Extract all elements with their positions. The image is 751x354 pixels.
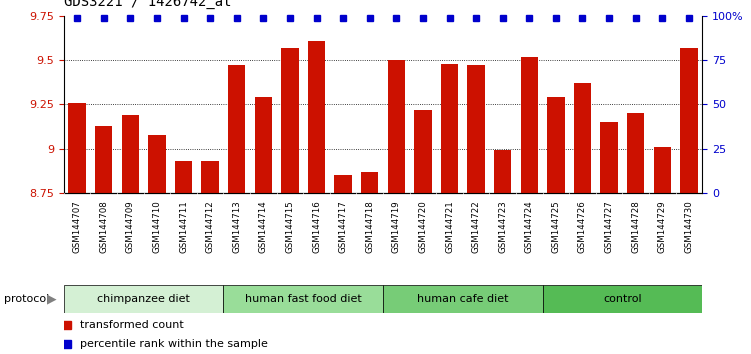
Bar	[361, 172, 379, 193]
Bar	[467, 65, 484, 193]
Bar	[122, 115, 139, 193]
Bar	[441, 64, 458, 193]
Bar	[255, 97, 272, 193]
Text: GSM144708: GSM144708	[99, 200, 108, 253]
Text: GSM144719: GSM144719	[392, 200, 401, 253]
Text: GSM144729: GSM144729	[658, 200, 667, 253]
Bar	[148, 135, 165, 193]
Text: GDS3221 / 1426742_at: GDS3221 / 1426742_at	[64, 0, 231, 9]
Text: GSM144718: GSM144718	[365, 200, 374, 253]
Bar	[228, 65, 246, 193]
Bar	[224, 285, 383, 313]
Text: GSM144707: GSM144707	[73, 200, 82, 253]
Bar	[601, 122, 618, 193]
Bar	[68, 103, 86, 193]
Text: GSM144730: GSM144730	[684, 200, 693, 253]
Text: GSM144709: GSM144709	[126, 200, 135, 253]
Text: GSM144724: GSM144724	[525, 200, 534, 253]
Text: GSM144720: GSM144720	[418, 200, 427, 253]
Bar	[680, 48, 698, 193]
Text: GSM144717: GSM144717	[339, 200, 348, 253]
Bar	[542, 285, 702, 313]
Text: GSM144715: GSM144715	[285, 200, 294, 253]
Bar	[520, 57, 538, 193]
Bar	[494, 150, 511, 193]
Bar	[64, 285, 224, 313]
Text: GSM144721: GSM144721	[445, 200, 454, 253]
Text: GSM144728: GSM144728	[631, 200, 640, 253]
Text: GSM144716: GSM144716	[312, 200, 321, 253]
Text: chimpanzee diet: chimpanzee diet	[97, 294, 190, 304]
Bar	[95, 126, 113, 193]
Text: human cafe diet: human cafe diet	[417, 294, 508, 304]
Bar	[547, 97, 565, 193]
Text: transformed count: transformed count	[80, 320, 183, 330]
Text: GSM144710: GSM144710	[152, 200, 161, 253]
Text: GSM144726: GSM144726	[578, 200, 587, 253]
Bar	[574, 83, 591, 193]
Text: control: control	[603, 294, 641, 304]
Text: GSM144711: GSM144711	[179, 200, 188, 253]
Text: ▶: ▶	[47, 293, 56, 306]
Text: GSM144712: GSM144712	[206, 200, 215, 253]
Text: GSM144713: GSM144713	[232, 200, 241, 253]
Text: GSM144727: GSM144727	[605, 200, 614, 253]
Text: GSM144725: GSM144725	[551, 200, 560, 253]
Text: protocol: protocol	[4, 294, 49, 304]
Text: percentile rank within the sample: percentile rank within the sample	[80, 339, 267, 349]
Bar	[308, 41, 325, 193]
Bar	[334, 175, 351, 193]
Text: GSM144723: GSM144723	[498, 200, 507, 253]
Text: human fast food diet: human fast food diet	[245, 294, 361, 304]
Bar	[175, 161, 192, 193]
Bar	[282, 48, 299, 193]
Text: GSM144714: GSM144714	[259, 200, 268, 253]
Text: GSM144722: GSM144722	[472, 200, 481, 253]
Bar	[383, 285, 542, 313]
Bar	[415, 110, 432, 193]
Bar	[388, 60, 405, 193]
Bar	[201, 161, 219, 193]
Bar	[627, 113, 644, 193]
Bar	[653, 147, 671, 193]
